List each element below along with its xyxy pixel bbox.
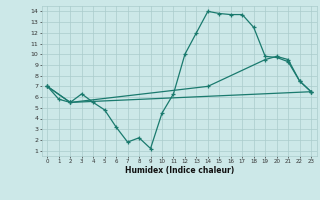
X-axis label: Humidex (Indice chaleur): Humidex (Indice chaleur) [124,166,234,175]
